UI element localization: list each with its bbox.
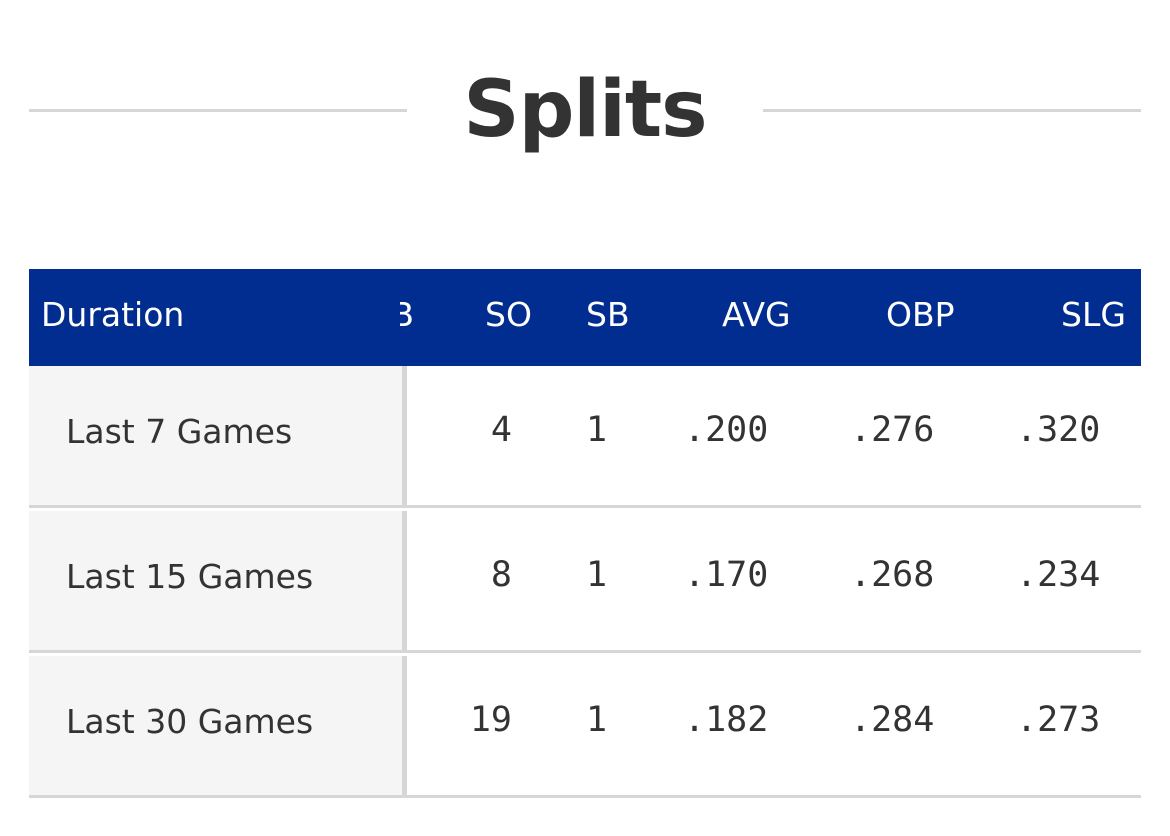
row-label-cell: Last 15 Games <box>29 511 407 650</box>
header-slg[interactable]: SLG <box>1061 295 1126 334</box>
header-so[interactable]: SO <box>485 295 532 334</box>
cell-obp: .268 <box>850 555 935 595</box>
table-row: Last 30 Games 19 1 .182 .284 .273 <box>29 656 1141 798</box>
table-row: Last 15 Games 8 1 .170 .268 .234 <box>29 511 1141 653</box>
cell-slg: .273 <box>1016 700 1101 740</box>
table-header-row: Duration B SO SB AVG OBP SLG <box>29 269 1141 366</box>
section-header: Splits <box>0 0 1170 220</box>
cell-slg: .320 <box>1016 410 1101 450</box>
cell-sb: 1 <box>586 700 608 740</box>
section-title: Splits <box>463 65 707 155</box>
cell-slg: .234 <box>1016 555 1101 595</box>
cell-avg: .200 <box>684 410 769 450</box>
row-duration: Last 15 Games <box>66 557 314 596</box>
row-label-cell: Last 30 Games <box>29 656 407 795</box>
cell-so: 4 <box>490 410 512 450</box>
table-row: Last 7 Games 4 1 .200 .276 .320 <box>29 366 1141 508</box>
cell-so: 19 <box>469 700 512 740</box>
header-avg[interactable]: AVG <box>722 295 791 334</box>
cell-sb: 1 <box>586 410 608 450</box>
cell-so: 8 <box>490 555 512 595</box>
cell-obp: .284 <box>850 700 935 740</box>
header-sb[interactable]: SB <box>586 295 630 334</box>
cell-sb: 1 <box>586 555 608 595</box>
cell-obp: .276 <box>850 410 935 450</box>
cell-avg: .170 <box>684 555 769 595</box>
row-duration: Last 30 Games <box>66 702 314 741</box>
row-label-cell: Last 7 Games <box>29 366 407 505</box>
row-duration: Last 7 Games <box>66 412 293 451</box>
splits-table: Duration B SO SB AVG OBP SLG Last 7 Game… <box>29 269 1141 799</box>
header-obp[interactable]: OBP <box>886 295 955 334</box>
header-duration[interactable]: Duration <box>41 295 185 334</box>
header-partial[interactable]: B <box>400 295 414 334</box>
cell-avg: .182 <box>684 700 769 740</box>
header-partial-clip: B <box>400 269 414 366</box>
title-divider-right <box>763 109 1141 112</box>
title-divider-left <box>29 109 407 112</box>
